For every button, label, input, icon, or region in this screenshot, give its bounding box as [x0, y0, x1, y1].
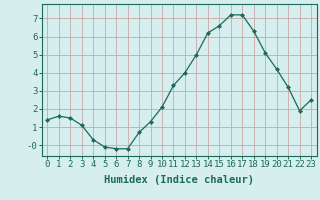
X-axis label: Humidex (Indice chaleur): Humidex (Indice chaleur) — [104, 175, 254, 185]
